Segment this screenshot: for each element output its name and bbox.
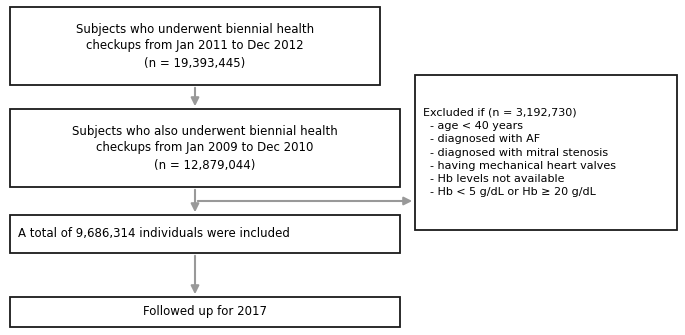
Bar	[10, 297, 400, 327]
Text: A total of 9,686,314 individuals were included: A total of 9,686,314 individuals were in…	[18, 227, 290, 241]
Text: Subjects who also underwent biennial health
checkups from Jan 2009 to Dec 2010
(: Subjects who also underwent biennial hea…	[72, 125, 338, 172]
Bar	[415, 75, 677, 230]
Bar	[10, 109, 400, 187]
Text: Subjects who underwent biennial health
checkups from Jan 2011 to Dec 2012
(n = 1: Subjects who underwent biennial health c…	[76, 22, 314, 69]
Bar	[10, 7, 380, 85]
Text: Excluded if (n = 3,192,730)
  - age < 40 years
  - diagnosed with AF
  - diagnos: Excluded if (n = 3,192,730) - age < 40 y…	[423, 108, 616, 197]
Bar	[10, 215, 400, 253]
Text: Followed up for 2017: Followed up for 2017	[143, 306, 267, 319]
